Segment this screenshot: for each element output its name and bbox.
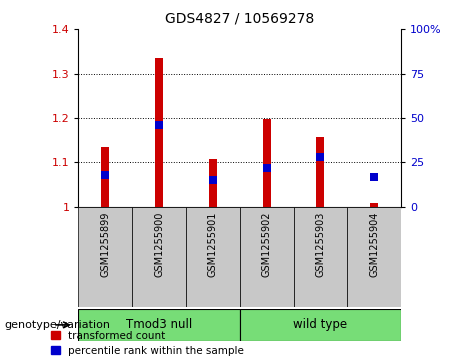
- Text: GSM1255903: GSM1255903: [315, 212, 325, 277]
- Text: GSM1255901: GSM1255901: [208, 212, 218, 277]
- Point: [263, 165, 270, 171]
- Text: Tmod3 null: Tmod3 null: [126, 318, 192, 331]
- Bar: [370, 203, 378, 207]
- Bar: [240, 207, 294, 307]
- Bar: [78, 207, 132, 307]
- Point: [371, 174, 378, 180]
- Text: GSM1255900: GSM1255900: [154, 212, 164, 277]
- Bar: [316, 137, 325, 207]
- Text: wild type: wild type: [293, 318, 348, 331]
- Bar: [155, 58, 163, 207]
- Bar: [263, 119, 271, 207]
- Bar: [209, 159, 217, 207]
- Bar: [347, 207, 401, 307]
- Bar: [101, 147, 109, 207]
- Text: genotype/variation: genotype/variation: [5, 320, 111, 330]
- Point: [101, 172, 109, 178]
- Point: [209, 177, 217, 183]
- Legend: transformed count, percentile rank within the sample: transformed count, percentile rank withi…: [51, 331, 244, 356]
- Bar: [132, 207, 186, 307]
- Point: [317, 154, 324, 160]
- Text: GSM1255902: GSM1255902: [261, 212, 272, 277]
- Point: [155, 122, 163, 128]
- Text: GSM1255904: GSM1255904: [369, 212, 379, 277]
- Bar: [78, 309, 240, 341]
- Title: GDS4827 / 10569278: GDS4827 / 10569278: [165, 11, 314, 25]
- Bar: [186, 207, 240, 307]
- Text: GSM1255899: GSM1255899: [100, 212, 110, 277]
- Bar: [240, 309, 401, 341]
- Bar: [294, 207, 347, 307]
